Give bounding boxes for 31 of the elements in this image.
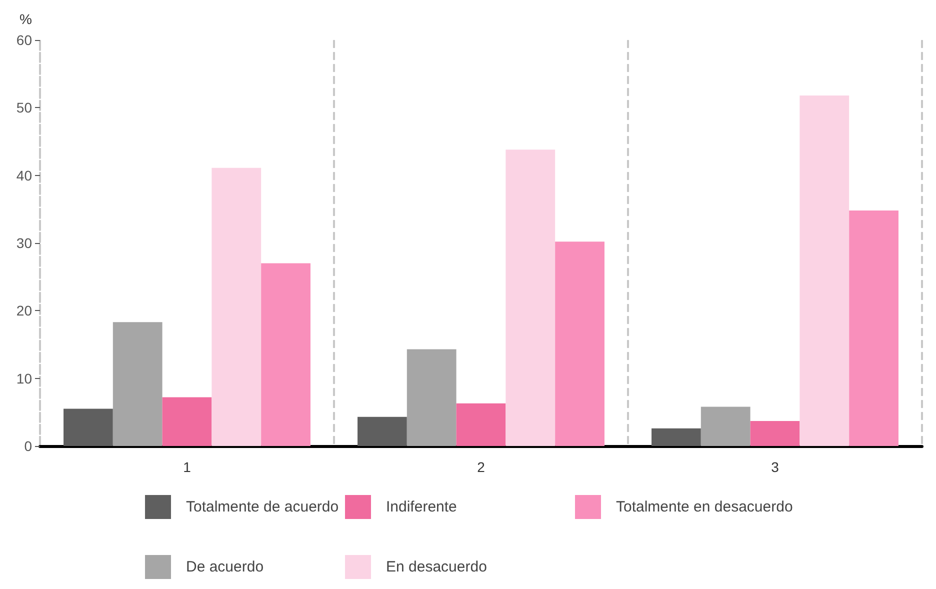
x-tick-label: 1 bbox=[183, 459, 192, 475]
y-tick-label: 60 bbox=[16, 32, 32, 48]
bar bbox=[750, 420, 800, 446]
bar bbox=[261, 263, 310, 446]
x-tick-label: 2 bbox=[477, 459, 486, 475]
y-axis-title: % bbox=[20, 11, 32, 27]
bar bbox=[112, 322, 162, 446]
bar bbox=[456, 403, 506, 446]
y-tick-label: 30 bbox=[16, 235, 32, 251]
legend-label: En desacuerdo bbox=[386, 558, 487, 576]
bar bbox=[652, 428, 701, 446]
bar bbox=[406, 349, 456, 446]
y-tick-label: 10 bbox=[16, 370, 32, 386]
bar bbox=[506, 150, 556, 446]
legend-label: De acuerdo bbox=[186, 558, 264, 576]
legend-label: Totalmente de acuerdo bbox=[186, 498, 339, 516]
y-tick-label: 40 bbox=[16, 167, 32, 184]
bar bbox=[800, 95, 850, 446]
y-tick-label: 50 bbox=[16, 100, 32, 116]
bar bbox=[358, 416, 407, 446]
bar bbox=[700, 406, 750, 446]
y-tick-label: 0 bbox=[24, 438, 32, 454]
legend-label: Indiferente bbox=[386, 498, 457, 516]
bar bbox=[162, 397, 212, 446]
bar bbox=[64, 408, 113, 446]
bar bbox=[555, 242, 604, 446]
legend-label: Totalmente en desacuerdo bbox=[616, 498, 793, 516]
bar bbox=[212, 168, 262, 446]
y-tick-label: 20 bbox=[16, 302, 32, 319]
bar bbox=[849, 210, 898, 446]
x-tick-label: 3 bbox=[771, 459, 780, 475]
